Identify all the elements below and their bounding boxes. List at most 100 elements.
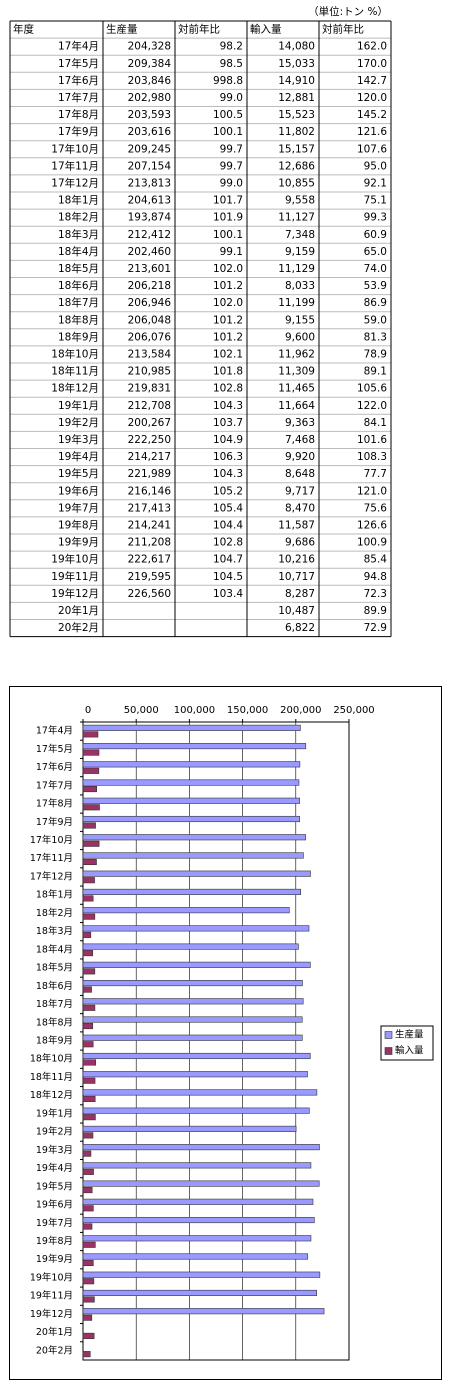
bar [82, 731, 99, 738]
bar [82, 785, 98, 793]
table-cell: 18年4月 [58, 245, 99, 258]
table-cell: 10,487 [278, 605, 315, 617]
table-cell: 101.8 [213, 366, 243, 378]
bar [82, 1125, 297, 1132]
table-cell: 20年1月 [58, 604, 99, 617]
table-cell: 206,076 [128, 331, 172, 343]
bar [82, 1034, 303, 1041]
table-cell: 18年5月 [58, 262, 99, 275]
table-cell: 9,159 [285, 246, 315, 258]
table-header-cell: 輸入量 [250, 23, 282, 36]
table-cell: 9,717 [285, 485, 315, 497]
y-tick-label: 17年11月 [30, 852, 73, 864]
table-cell: 12,881 [278, 92, 315, 104]
table-cell: 99.0 [220, 177, 243, 189]
table-cell: 17年11月 [51, 159, 99, 172]
y-tick-label: 19年7月 [36, 1217, 73, 1229]
bar [82, 1271, 321, 1278]
bar [82, 1107, 310, 1114]
bar [82, 761, 301, 768]
table-cell: 20年2月 [58, 621, 99, 634]
table-cell: 17年9月 [58, 125, 99, 138]
table-cell: 78.9 [364, 348, 387, 360]
bar [82, 1235, 312, 1242]
table-cell: 9,558 [285, 195, 315, 207]
table-cell: 11,664 [278, 400, 315, 412]
y-tick-label: 19年11月 [30, 1290, 73, 1302]
bar [82, 1289, 317, 1296]
y-tick-label: 19年10月 [30, 1271, 73, 1283]
table-cell: 100.9 [357, 537, 387, 549]
table-cell: 103.4 [213, 588, 243, 600]
bar [82, 797, 300, 804]
bar [82, 1241, 96, 1248]
table-cell: 18年9月 [58, 330, 99, 343]
table-cell: 15,033 [278, 58, 315, 70]
table-cell: 104.7 [213, 554, 243, 566]
table-cell: 209,245 [128, 143, 171, 155]
table-cell: 103.7 [213, 417, 243, 429]
table-cell: 213,813 [128, 177, 171, 189]
table-cell: 209,384 [128, 58, 172, 70]
table-cell: 14,080 [278, 41, 315, 53]
bar [82, 1253, 309, 1260]
table-cell: 203,593 [128, 109, 171, 121]
table-cell: 102.0 [213, 263, 243, 275]
table-cell: 8,648 [285, 468, 315, 480]
table-cell: 102.0 [213, 297, 243, 309]
bar [82, 986, 92, 993]
y-tick-label: 19年6月 [36, 1199, 73, 1211]
bar [82, 834, 306, 841]
y-tick-label: 18年7月 [36, 998, 73, 1010]
bar [82, 1089, 318, 1096]
table-cell: 18年6月 [58, 279, 99, 292]
bar [82, 815, 300, 823]
table-cell: 99.7 [220, 160, 243, 172]
bar [82, 1077, 96, 1084]
y-tick-label: 19年1月 [36, 1107, 73, 1119]
table-cell: 98.2 [220, 41, 243, 53]
bar [82, 1095, 96, 1102]
table-cell: 17年10月 [51, 142, 99, 155]
x-tick-label: 150,000 [227, 705, 268, 716]
table-cell: 11,129 [278, 263, 315, 275]
bar [82, 1144, 320, 1151]
bar [82, 1308, 325, 1315]
bar [82, 913, 96, 920]
table-cell: 219,831 [128, 383, 171, 395]
bar [82, 1296, 95, 1303]
y-tick-label: 17年10月 [30, 834, 73, 846]
table-cell: 18年12月 [51, 382, 99, 395]
table-cell: 81.3 [364, 331, 387, 343]
y-tick-label: 19年9月 [36, 1253, 73, 1265]
x-tick-label: 0 [85, 705, 91, 716]
bar [82, 1198, 314, 1205]
table-cell: 72.3 [364, 588, 387, 600]
y-tick-label: 20年1月 [36, 1326, 73, 1338]
table-cell: 11,199 [278, 297, 315, 309]
bar [82, 1216, 315, 1224]
unit-note: （単位:トン %） [308, 5, 388, 18]
y-tick-label: 18年3月 [36, 925, 73, 937]
table-cell: 11,962 [278, 348, 315, 360]
table-cell: 10,855 [278, 177, 315, 189]
table-cell: 18年7月 [58, 296, 99, 309]
bar [82, 1016, 303, 1023]
bar [82, 1259, 94, 1267]
table-cell: 121.0 [357, 485, 387, 497]
y-tick-label: 19年2月 [36, 1126, 73, 1138]
table-header-cell: 対前年比 [322, 23, 364, 36]
table-cell: 7,468 [285, 434, 315, 446]
table-cell: 9,600 [285, 331, 315, 343]
table-cell: 107.6 [357, 143, 387, 155]
table-cell: 214,241 [128, 519, 171, 531]
table-cell: 60.9 [364, 229, 387, 241]
table-cell: 18年3月 [58, 228, 99, 241]
table-cell: 206,946 [128, 297, 172, 309]
table-cell: 101.6 [357, 434, 387, 446]
table-cell: 15,523 [278, 109, 315, 121]
bar [82, 852, 304, 859]
table-cell: 122.0 [357, 400, 387, 412]
table-cell: 200,267 [128, 417, 171, 429]
x-tick-label: 100,000 [174, 705, 215, 716]
